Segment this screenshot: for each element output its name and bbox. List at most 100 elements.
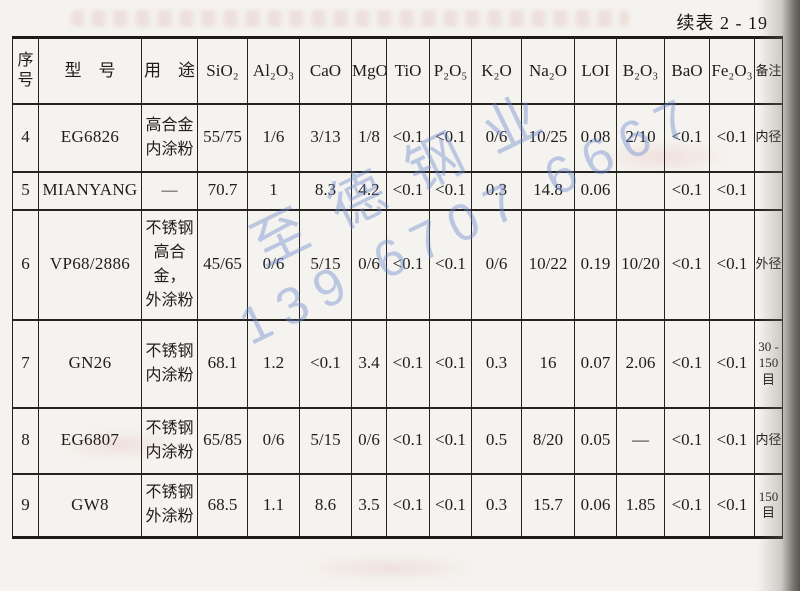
table-cell: <0.1: [709, 170, 755, 211]
table-cell: 3/13: [299, 102, 352, 173]
table-cell: 55/75: [197, 102, 248, 173]
table-cell: <0.1: [709, 208, 755, 321]
table-cell: 8: [12, 406, 39, 475]
col-header-al2o3: Al₂O₃: [247, 36, 300, 105]
table-cell: <0.1: [709, 406, 755, 475]
table-cell: 65/85: [197, 406, 248, 475]
table-cell: 5/15: [299, 406, 352, 475]
col-header-na2o: Na₂O: [521, 36, 575, 105]
table-cell: 0.3: [471, 472, 522, 539]
table-cell: 1.2: [247, 318, 300, 409]
table-cell: <0.1: [386, 208, 430, 321]
col-header-b2o3: B₂O₃: [616, 36, 665, 105]
table-cell: <0.1: [664, 472, 710, 539]
table-row: 4 EG6826 高合金 内涂粉 55/75 1/6 3/13 1/8 <0.1…: [12, 102, 783, 173]
table-cell: <0.1: [709, 102, 755, 173]
col-header-tio: TiO: [386, 36, 430, 105]
table-cell: <0.1: [386, 406, 430, 475]
table-cell: 10/25: [521, 102, 575, 173]
table-cell: 0/6: [247, 208, 300, 321]
table-cell: 15.7: [521, 472, 575, 539]
table-cell: EG6807: [38, 406, 142, 475]
table-cell: <0.1: [386, 318, 430, 409]
table-cell: <0.1: [429, 318, 472, 409]
table-cell: VP68/2886: [38, 208, 142, 321]
table-cell: 10/20: [616, 208, 665, 321]
table-cell: GN26: [38, 318, 142, 409]
table-cell: 高合金 内涂粉: [141, 102, 198, 173]
table-cell: 1/8: [351, 102, 387, 173]
table-cell: 2/10: [616, 102, 665, 173]
table-cell: 8.3: [299, 170, 352, 211]
col-header-mgo: MgO: [351, 36, 387, 105]
col-header-cao: CaO: [299, 36, 352, 105]
table-cell: 0/6: [351, 406, 387, 475]
table-cell: 0.5: [471, 406, 522, 475]
col-header-loi: LOI: [574, 36, 617, 105]
table-cell: 8/20: [521, 406, 575, 475]
table-cell: <0.1: [386, 102, 430, 173]
col-header-use: 用 途: [141, 36, 198, 105]
table-cell: 5: [12, 170, 39, 211]
table-cell: 68.5: [197, 472, 248, 539]
table-cell: <0.1: [664, 318, 710, 409]
table-cell: 4.2: [351, 170, 387, 211]
table-cell: <0.1: [664, 406, 710, 475]
table-cell: EG6826: [38, 102, 142, 173]
table-cell: 1: [247, 170, 300, 211]
table-row: 8 EG6807 不锈钢 内涂粉 65/85 0/6 5/15 0/6 <0.1…: [12, 406, 783, 475]
table-cell: [754, 170, 783, 211]
table-cell: 0.19: [574, 208, 617, 321]
header-row: 序 号 型 号 用 途 SiO₂ Al₂O₃ CaO MgO TiO P₂O₅ …: [12, 36, 783, 105]
table-cell: 150目: [754, 472, 783, 539]
col-header-index: 序 号: [12, 36, 39, 105]
table-cell: 0.05: [574, 406, 617, 475]
table-cell: 0.08: [574, 102, 617, 173]
table-cell: 4: [12, 102, 39, 173]
table-cell: <0.1: [429, 406, 472, 475]
table-cell: 3.4: [351, 318, 387, 409]
table-cell: 1/6: [247, 102, 300, 173]
table-cell: 8.6: [299, 472, 352, 539]
table-cell: 70.7: [197, 170, 248, 211]
table-cell: <0.1: [664, 208, 710, 321]
col-header-k2o: K₂O: [471, 36, 522, 105]
pink-smudge: [300, 555, 480, 581]
table-cell: MIANYANG: [38, 170, 142, 211]
table-cell: <0.1: [429, 472, 472, 539]
col-header-p2o5: P₂O₅: [429, 36, 472, 105]
table-cell: 14.8: [521, 170, 575, 211]
table-cell: <0.1: [709, 472, 755, 539]
table-row: 7 GN26 不锈钢 内涂粉 68.1 1.2 <0.1 3.4 <0.1 <0…: [12, 318, 783, 409]
table-cell: 0/6: [351, 208, 387, 321]
table-cell: GW8: [38, 472, 142, 539]
table-cell: 0/6: [247, 406, 300, 475]
table-cell: 2.06: [616, 318, 665, 409]
table-cell: 0.3: [471, 318, 522, 409]
composition-table: 序 号 型 号 用 途 SiO₂ Al₂O₃ CaO MgO TiO P₂O₅ …: [12, 36, 783, 539]
table-cell: <0.1: [709, 318, 755, 409]
table-cell: 内径: [754, 102, 783, 173]
col-header-sio2: SiO₂: [197, 36, 248, 105]
table-cell: 0.06: [574, 170, 617, 211]
table-cell: 0/6: [471, 208, 522, 321]
table-cell: 30 - 150目: [754, 318, 783, 409]
table-cell: 0.07: [574, 318, 617, 409]
table-cell: 0.06: [574, 472, 617, 539]
col-header-fe2o3: Fe₂O₃: [709, 36, 755, 105]
table-cell: 10/22: [521, 208, 575, 321]
col-header-model: 型 号: [38, 36, 142, 105]
table-row: 5 MIANYANG — 70.7 1 8.3 4.2 <0.1 <0.1 0.…: [12, 170, 783, 211]
table-cell: 6: [12, 208, 39, 321]
table-row: 9 GW8 不锈钢 外涂粉 68.5 1.1 8.6 3.5 <0.1 <0.1…: [12, 472, 783, 539]
table-cell: <0.1: [299, 318, 352, 409]
table-cell: 68.1: [197, 318, 248, 409]
table-cell: <0.1: [429, 208, 472, 321]
table-cell: <0.1: [429, 170, 472, 211]
table-cell: [616, 170, 665, 211]
table-cell: —: [141, 170, 198, 211]
table-cell: 不锈钢 内涂粉: [141, 318, 198, 409]
table-cell: —: [616, 406, 665, 475]
table-cell: 内径: [754, 406, 783, 475]
table-cell: 9: [12, 472, 39, 539]
